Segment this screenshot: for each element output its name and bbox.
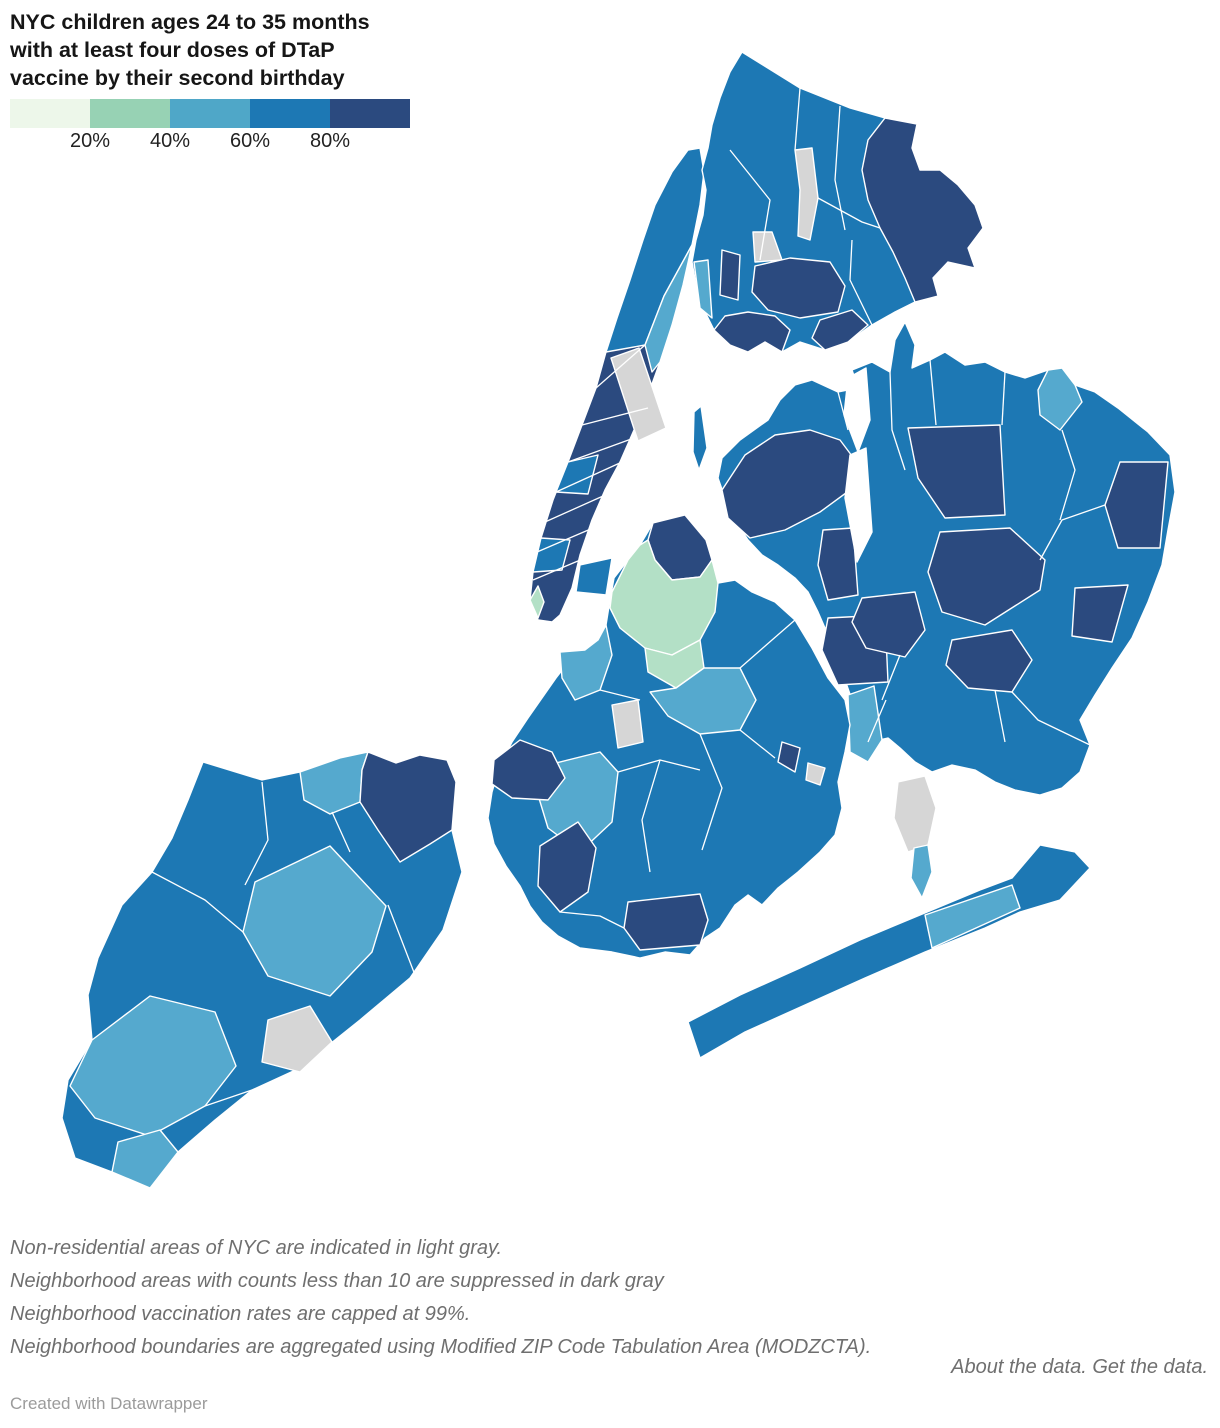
footnote-line: Neighborhood vaccination rates are cappe… [10,1303,471,1325]
legend-swatch [170,99,250,128]
brooklyn-bed-stuy[interactable] [649,667,757,735]
brooklyn-bay-ridge[interactable] [491,739,566,801]
staten-island-central[interactable] [242,845,387,997]
color-legend: 20% 40% 60% 80% [10,99,430,156]
bronx-northeast[interactable] [861,117,984,303]
legend-tick-label: 20% [69,130,111,152]
brooklyn-downtown[interactable] [559,624,613,701]
broad-channel[interactable] [910,844,933,899]
queens-fresh-meadows[interactable] [907,424,1006,519]
footnote-line: Neighborhood areas with counts less than… [10,1270,664,1292]
datawrapper-credit-link[interactable]: Created with Datawrapper [10,1394,208,1413]
chart-title: NYC children ages 24 to 35 months with a… [10,8,440,92]
roosevelt-island[interactable] [692,405,708,471]
queens-richmond-hill[interactable] [851,591,926,658]
bronx-central[interactable] [751,257,846,319]
get-the-data-link[interactable]: Get the data. [1092,1356,1208,1378]
bronx-park[interactable] [794,147,819,241]
about-the-data-link[interactable]: About the data. [951,1356,1087,1378]
manhattan-battery-park[interactable] [529,585,545,619]
footnote-line: Non-residential areas of NYC are indicat… [10,1237,503,1259]
staten-island-park[interactable] [261,1005,333,1073]
staten-island-south-tip[interactable] [111,1129,179,1189]
legend-swatch [330,99,410,128]
flushing-meadows [844,447,873,563]
chart-title-line: vaccine by their second birthday [10,66,345,90]
data-links: About the data. Get the data. [951,1356,1208,1379]
footnotes: Non-residential areas of NYC are indicat… [10,1232,1210,1364]
legend-tick-label: 40% [149,130,191,152]
manhattan-lower-east-side[interactable] [575,557,613,596]
queens-middle-village[interactable] [817,527,859,601]
bronx-south[interactable] [713,311,791,353]
bronx-west[interactable] [719,249,741,301]
chart-title-line: with at least four doses of DTaP [10,38,335,62]
manhattan-east-harlem[interactable] [644,244,693,373]
legend-swatch [10,99,90,128]
queens-jamaica[interactable] [927,527,1046,626]
rockaway-central[interactable] [924,884,1021,949]
bronx-harlem-river-edge[interactable] [693,259,713,319]
legend-swatch-row [10,99,410,128]
legend-tick-row: 20% 40% 60% 80% [10,130,430,156]
legend-swatch [250,99,330,128]
green-wood-cemetery[interactable] [611,699,644,749]
flushing-bay [843,367,871,453]
footnote-line: Neighborhood boundaries are aggregated u… [10,1336,872,1358]
legend-tick-label: 80% [309,130,351,152]
staten-island-northeast[interactable] [359,751,457,863]
queens-douglaston[interactable] [1037,367,1083,431]
brooklyn-east-small[interactable] [777,741,801,773]
brooklyn-gravesend[interactable] [623,893,709,951]
queens-bellerose[interactable] [1104,461,1169,549]
chart-title-line: NYC children ages 24 to 35 months [10,10,370,34]
brooklyn-park-small[interactable] [805,762,826,786]
queens-southeast[interactable] [1071,584,1129,643]
jfk-airport[interactable] [893,775,937,853]
legend-tick-label: 60% [229,130,271,152]
legend-swatch [90,99,170,128]
queens-st-albans[interactable] [945,629,1033,693]
